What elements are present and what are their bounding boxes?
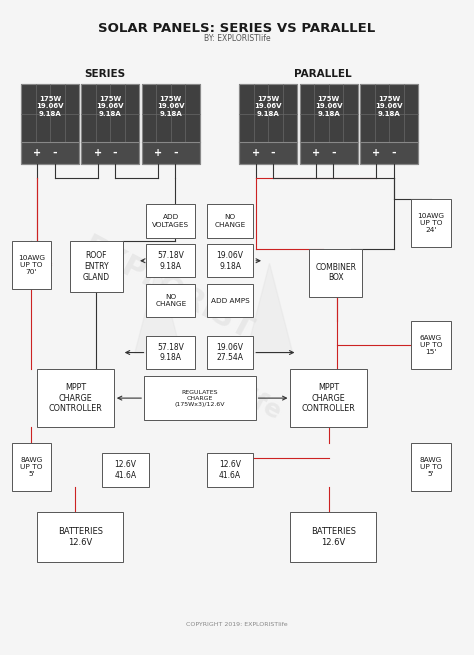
Bar [82, 84, 139, 142]
Text: PARALLEL: PARALLEL [294, 69, 352, 79]
Bar [291, 512, 376, 562]
Bar [21, 84, 79, 164]
Text: -: - [113, 147, 118, 158]
Bar [142, 84, 200, 142]
Bar [144, 376, 255, 420]
Text: 175W
19.06V
9.18A: 175W 19.06V 9.18A [255, 96, 282, 117]
Text: ADD
VOLTAGES: ADD VOLTAGES [152, 214, 190, 227]
Text: +: + [252, 147, 260, 158]
Bar [360, 84, 418, 164]
Bar [300, 84, 358, 142]
Text: 10AWG
UP TO
70': 10AWG UP TO 70' [18, 255, 45, 275]
Bar [207, 244, 253, 278]
Bar [411, 443, 451, 491]
Text: -: - [173, 147, 178, 158]
Text: 175W
19.06V
9.18A: 175W 19.06V 9.18A [315, 96, 343, 117]
Text: 175W
19.06V
9.18A: 175W 19.06V 9.18A [157, 96, 184, 117]
Bar [146, 284, 195, 317]
Bar [411, 199, 451, 247]
Text: NO
CHANGE: NO CHANGE [155, 294, 186, 307]
Text: 175W
19.06V
9.18A: 175W 19.06V 9.18A [97, 96, 124, 117]
Bar [70, 241, 123, 292]
Text: 175W
19.06V
9.18A: 175W 19.06V 9.18A [375, 96, 403, 117]
Polygon shape [135, 263, 181, 353]
Text: MPPT
CHARGE
CONTROLLER: MPPT CHARGE CONTROLLER [302, 383, 356, 413]
Text: EXPLORIST: EXPLORIST [77, 232, 257, 346]
Bar [291, 369, 367, 427]
Bar [207, 204, 253, 238]
Bar [142, 84, 200, 164]
Text: -: - [271, 147, 275, 158]
Text: 19.06V
27.54A: 19.06V 27.54A [217, 343, 244, 362]
Bar [207, 453, 253, 487]
Text: MPPT
CHARGE
CONTROLLER: MPPT CHARGE CONTROLLER [49, 383, 102, 413]
Text: COPYRIGHT 2019: EXPLORISTlife: COPYRIGHT 2019: EXPLORISTlife [186, 622, 288, 627]
Text: ROOF
ENTRY
GLAND: ROOF ENTRY GLAND [83, 252, 110, 282]
Bar [300, 84, 358, 164]
Text: +: + [312, 147, 320, 158]
Bar [142, 84, 200, 164]
Polygon shape [246, 263, 293, 353]
Text: 8AWG
UP TO
5': 8AWG UP TO 5' [419, 457, 442, 477]
Bar [360, 84, 418, 164]
Text: SERIES: SERIES [84, 69, 125, 79]
Text: BATTERIES
12.6V: BATTERIES 12.6V [58, 527, 103, 547]
Bar [239, 84, 297, 164]
Text: 10AWG
UP TO
24': 10AWG UP TO 24' [418, 213, 445, 233]
Text: -: - [392, 147, 396, 158]
Bar [12, 241, 51, 289]
Bar [21, 84, 79, 142]
Text: +: + [154, 147, 162, 158]
Text: REGULATES
CHARGE
(175Wx3)/12.6V: REGULATES CHARGE (175Wx3)/12.6V [174, 390, 225, 407]
Bar [239, 84, 297, 142]
Bar [146, 244, 195, 278]
Text: 12.6V
41.6A: 12.6V 41.6A [114, 460, 137, 480]
Text: life: life [235, 383, 286, 426]
Bar [300, 84, 358, 164]
Text: +: + [93, 147, 102, 158]
Text: ADD AMPS: ADD AMPS [210, 297, 249, 303]
Text: 175W
19.06V
9.18A: 175W 19.06V 9.18A [36, 96, 64, 117]
Bar [239, 84, 297, 164]
Text: SOLAR PANELS: SERIES VS PARALLEL: SOLAR PANELS: SERIES VS PARALLEL [99, 22, 375, 35]
Text: 57.18V
9.18A: 57.18V 9.18A [157, 251, 184, 271]
Text: NO
CHANGE: NO CHANGE [214, 214, 246, 227]
Bar [102, 453, 149, 487]
Text: 12.6V
41.6A: 12.6V 41.6A [219, 460, 241, 480]
Text: -: - [52, 147, 57, 158]
Text: +: + [33, 147, 41, 158]
Bar [37, 369, 114, 427]
Bar [360, 84, 418, 142]
Bar [309, 248, 363, 297]
Text: BATTERIES
12.6V: BATTERIES 12.6V [311, 527, 356, 547]
Text: 8AWG
UP TO
5': 8AWG UP TO 5' [20, 457, 43, 477]
Text: 57.18V
9.18A: 57.18V 9.18A [157, 343, 184, 362]
Bar [207, 284, 253, 317]
Text: +: + [372, 147, 381, 158]
Bar [12, 443, 51, 491]
Bar [21, 84, 79, 164]
Text: BY: EXPLORISTlife: BY: EXPLORISTlife [204, 33, 270, 43]
Bar [146, 204, 195, 238]
Bar [146, 336, 195, 369]
Bar [82, 84, 139, 164]
Text: COMBINER
BOX: COMBINER BOX [315, 263, 356, 282]
Text: -: - [331, 147, 336, 158]
Text: 19.06V
9.18A: 19.06V 9.18A [217, 251, 244, 271]
Text: 6AWG
UP TO
15': 6AWG UP TO 15' [419, 335, 442, 356]
Bar [207, 336, 253, 369]
Bar [37, 512, 123, 562]
Bar [82, 84, 139, 164]
Bar [411, 321, 451, 369]
